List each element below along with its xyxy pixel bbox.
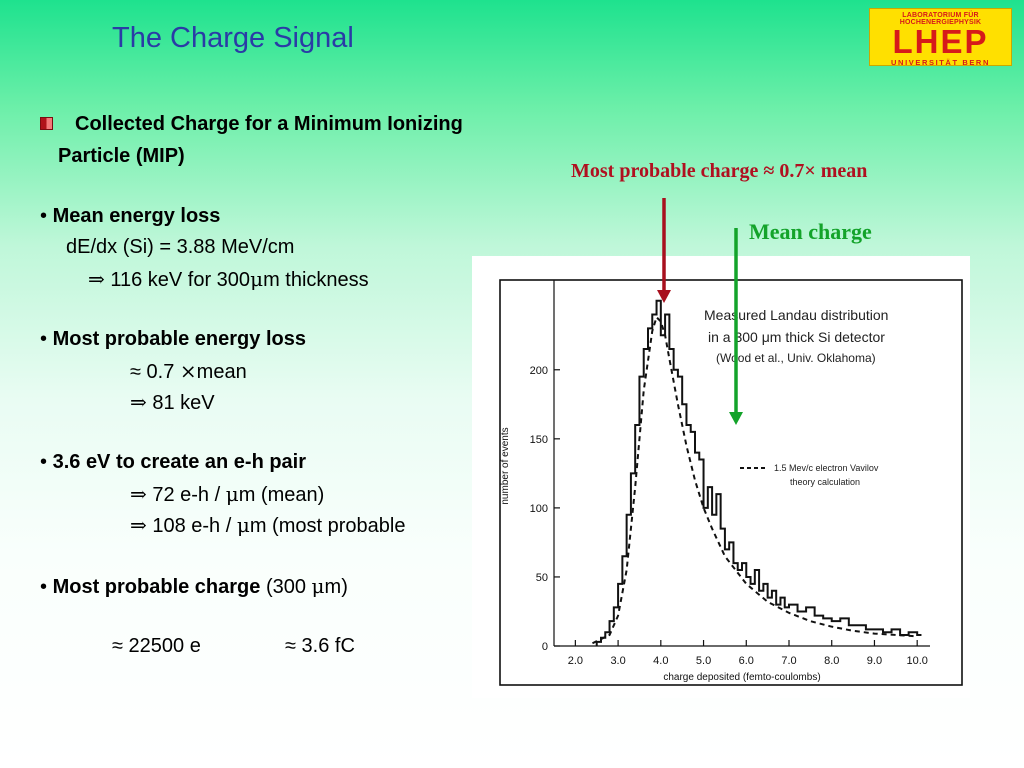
heading-line2: Particle (MIP) <box>58 145 185 167</box>
eh-mean-tail: m (mean) <box>238 484 325 506</box>
most-probable-energy-loss: • Most probable energy loss <box>40 328 306 351</box>
x-axis-label: charge deposited (femto-coulombs) <box>663 672 820 683</box>
mean-energy-loss-label: Mean energy loss <box>52 205 221 227</box>
logo-line2: LHEP <box>892 23 989 60</box>
legend-title-1: Measured Landau distribution <box>704 307 888 323</box>
eh-mean-line: ⇒ 72 e-h / μm (mean) <box>130 482 324 507</box>
eh-mp-text: 108 e-h / <box>146 515 237 537</box>
legend-title-3: (Wood et al., Univ. Oklahoma) <box>716 351 876 365</box>
legend-theory-2: theory calculation <box>790 477 860 487</box>
landau-figure: 0 50 100 150 200 2.0 3.0 4.0 5.0 6.0 7.0 8.0 9.0 10.… <box>472 256 970 698</box>
most-probable-charge: • Most probable charge (300 μm) <box>40 574 348 599</box>
y-tick-label: 150 <box>530 434 548 446</box>
times-symbol: × <box>179 359 197 383</box>
bullet-dot-icon: • <box>40 451 48 473</box>
mean-charge-annotation: Mean charge <box>749 219 872 244</box>
mu-symbol: μ <box>236 513 250 537</box>
legend-title-2: in a 300 μm thick Si detector <box>708 329 885 345</box>
implies-arrow-icon: ⇒ <box>130 513 147 537</box>
x-tick-label: 2.0 <box>568 655 583 667</box>
implies-arrow-icon: ⇒ <box>88 267 105 291</box>
most-probable-energy-loss-label: Most probable energy loss <box>52 328 306 350</box>
implies-arrow-icon: ⇒ <box>130 482 147 506</box>
kev-line: ⇒ 81 keV <box>130 390 215 415</box>
x-tick-label: 3.0 <box>610 655 625 667</box>
most-probable-charge-label: Most probable charge <box>52 576 261 598</box>
mu-symbol: μ <box>311 574 325 598</box>
y-tick-label: 100 <box>530 503 548 515</box>
ratio-tail: mean <box>196 361 247 383</box>
thickness-tail: m thickness <box>263 269 369 291</box>
logo-line3: UNIVERSITÄT BERN <box>891 58 990 67</box>
most-probable-annotation: Most probable charge ≈ 0.7× mean <box>571 160 868 182</box>
y-axis-label: number of events <box>500 427 511 504</box>
ratio-text: ≈ 0.7 <box>130 361 180 383</box>
thickness-text: 116 keV for 300 <box>104 269 251 291</box>
histogram-series <box>595 299 922 646</box>
theory-dashed-series <box>592 315 918 645</box>
y-ticks: 0 50 100 150 200 <box>530 365 560 653</box>
slide-title: The Charge Signal <box>112 22 354 54</box>
x-tick-label: 7.0 <box>781 655 796 667</box>
x-ticks: 2.0 3.0 4.0 5.0 6.0 7.0 8.0 9.0 10.0 <box>568 640 928 667</box>
y-tick-label: 0 <box>542 641 548 653</box>
y-tick-label: 50 <box>536 572 548 584</box>
eh-mp-line: ⇒ 108 e-h / μm (most probable <box>130 513 405 538</box>
lhep-logo: LABORATORIUM FÜR HOCHENERGIEPHYSIK LHEP … <box>869 8 1012 67</box>
plot-frame <box>499 279 963 686</box>
charge-thickness-open: (300 <box>260 576 312 598</box>
thickness-line: ⇒ 116 keV for 300μm thickness <box>88 267 369 292</box>
x-tick-label: 10.0 <box>906 655 927 667</box>
heading-line1: Collected Charge for a Minimum Ionizing <box>75 113 463 135</box>
ratio-line: ≈ 0.7 ×mean <box>130 359 247 384</box>
charge-electrons: ≈ 22500 e <box>112 635 201 657</box>
eh-mp-tail: m (most probable <box>249 515 406 537</box>
bullet-dot-icon: • <box>40 205 48 227</box>
x-tick-label: 8.0 <box>824 655 839 667</box>
charge-fc: ≈ 3.6 fC <box>285 635 355 657</box>
mu-symbol: μ <box>225 482 239 506</box>
eh-pair-label: 3.6 eV to create an e-h pair <box>52 451 307 473</box>
x-tick-label: 5.0 <box>696 655 711 667</box>
square-bullet-icon <box>40 117 53 130</box>
mean-energy-loss: • Mean energy loss <box>40 205 220 228</box>
dedx-line: dE/dx (Si) = 3.88 MeV/cm <box>66 236 295 258</box>
logo-line1: LABORATORIUM FÜR HOCHENERGIEPHYSIK <box>899 12 982 26</box>
charge-thickness-close: m) <box>324 576 348 598</box>
x-tick-label: 4.0 <box>653 655 668 667</box>
mu-symbol: μ <box>250 267 264 291</box>
kev-text: 81 keV <box>146 392 215 414</box>
series-layer <box>592 299 922 646</box>
y-tick-label: 200 <box>530 365 548 377</box>
landau-plot: 0 50 100 150 200 2.0 3.0 4.0 5.0 6.0 7.0 8.0 9.0 10.… <box>499 279 963 686</box>
x-tick-label: 9.0 <box>867 655 882 667</box>
eh-pair: • 3.6 eV to create an e-h pair <box>40 451 306 474</box>
eh-mean-text: 72 e-h / <box>146 484 226 506</box>
implies-arrow-icon: ⇒ <box>130 390 147 414</box>
bullet-dot-icon: • <box>40 328 48 350</box>
bullet-dot-icon: • <box>40 576 48 598</box>
legend-theory-1: 1.5 Mev/c electron Vavilov <box>774 463 879 473</box>
x-tick-label: 6.0 <box>739 655 754 667</box>
